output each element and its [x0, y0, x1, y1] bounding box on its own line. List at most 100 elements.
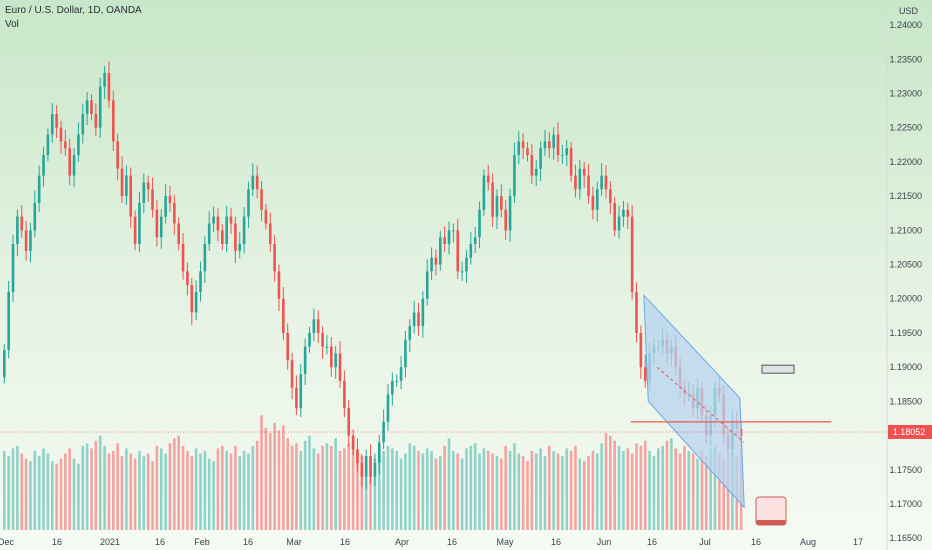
- x-tick-label: Dec: [0, 537, 14, 547]
- channel-midline: [656, 366, 745, 443]
- volume-bar: [255, 440, 259, 530]
- volume-bar: [609, 435, 612, 530]
- volume-bar: [334, 438, 337, 530]
- volume-bar: [129, 453, 133, 530]
- y-tick-label: 1.17500: [889, 465, 922, 475]
- candle-body: [282, 298, 285, 333]
- y-tick-label: 1.16500: [889, 533, 922, 543]
- volume-bar: [55, 463, 58, 530]
- candle-body: [639, 332, 643, 368]
- volume-bar: [120, 456, 124, 530]
- volume-bar: [343, 448, 346, 530]
- candle-body: [508, 196, 512, 231]
- volume-bar: [116, 443, 119, 530]
- volume-bar: [325, 443, 329, 530]
- volume-bar: [364, 463, 368, 530]
- volume-bar: [486, 450, 490, 530]
- candle-body: [42, 155, 45, 176]
- volume-bar: [299, 450, 303, 530]
- candle-body: [16, 216, 19, 245]
- candle-body: [460, 271, 464, 273]
- candle-body: [77, 134, 80, 156]
- x-tick-label: Aug: [800, 537, 816, 547]
- x-tick-label: Apr: [395, 537, 409, 547]
- candle-body: [164, 196, 167, 217]
- volume-bar: [443, 445, 446, 530]
- candle-body: [212, 216, 215, 224]
- y-tick-label: 1.22000: [889, 157, 922, 167]
- candle-body: [260, 189, 263, 210]
- volume-bar: [199, 453, 202, 530]
- volume-bar: [626, 448, 630, 530]
- volume-bar: [473, 443, 477, 530]
- candle-body: [90, 100, 93, 115]
- candle-body: [526, 148, 529, 156]
- volume-bar: [207, 458, 211, 530]
- volume-bar: [561, 456, 564, 530]
- candle-body: [552, 134, 555, 149]
- candle-body: [417, 312, 420, 327]
- volume-bar: [347, 443, 351, 530]
- candle-body: [569, 148, 573, 176]
- volume-bar: [377, 456, 381, 530]
- candle-body: [565, 148, 569, 156]
- candle-body: [399, 367, 403, 381]
- x-tick-label: Mar: [286, 537, 302, 547]
- candle-body: [72, 155, 76, 176]
- volume-bar: [155, 445, 159, 530]
- volume-bar: [635, 443, 638, 530]
- candle-body: [81, 114, 85, 135]
- candle-body: [146, 182, 150, 190]
- candle-body: [548, 141, 551, 149]
- volume-bar: [548, 445, 551, 530]
- x-tick-label: Jun: [597, 537, 612, 547]
- candle-body: [207, 223, 211, 245]
- volume-bar: [478, 453, 481, 530]
- volume-bar: [64, 453, 67, 530]
- candle-body: [643, 367, 647, 381]
- volume-bar: [234, 445, 237, 530]
- volume-bar: [107, 453, 111, 530]
- candle-body: [290, 360, 294, 388]
- volume-bar: [24, 458, 28, 530]
- candle-body: [630, 216, 634, 292]
- y-tick-label: 1.19500: [889, 328, 922, 338]
- volume-bar: [295, 443, 298, 530]
- volume-bar: [504, 445, 507, 530]
- candle-body: [351, 435, 355, 450]
- volume-bar: [482, 448, 486, 530]
- volume-label: Vol: [5, 19, 19, 30]
- candle-body: [234, 223, 237, 251]
- candle-body: [347, 408, 351, 436]
- volume-bar: [565, 448, 569, 530]
- y-tick-label: 1.21500: [889, 191, 922, 201]
- volume-bar: [168, 443, 172, 530]
- candle-body: [190, 285, 194, 313]
- candle-body: [478, 209, 481, 238]
- volume-bar: [726, 461, 730, 530]
- volume-bar: [391, 448, 394, 530]
- candle-body: [94, 114, 98, 128]
- volume-bar: [164, 453, 167, 530]
- volume-bar: [37, 456, 41, 530]
- x-tick-label: 16: [551, 537, 561, 547]
- candle-body: [103, 72, 106, 87]
- candle-body: [308, 332, 311, 347]
- volume-bar: [360, 456, 364, 530]
- candle-body: [181, 244, 185, 272]
- volume-bar: [543, 456, 547, 530]
- volume-bar: [7, 456, 10, 530]
- candle-body: [242, 216, 246, 245]
- candle-body: [120, 168, 124, 197]
- y-tick-label: 1.20000: [889, 294, 922, 304]
- candle-body: [595, 189, 599, 210]
- candle-body: [539, 148, 542, 169]
- volume-bar: [639, 445, 643, 530]
- volume-bar: [247, 453, 250, 530]
- candle-body: [85, 100, 89, 115]
- volume-bar: [112, 450, 115, 530]
- candle-body: [129, 175, 133, 217]
- volume-bar: [94, 440, 98, 530]
- volume-bar: [447, 438, 451, 530]
